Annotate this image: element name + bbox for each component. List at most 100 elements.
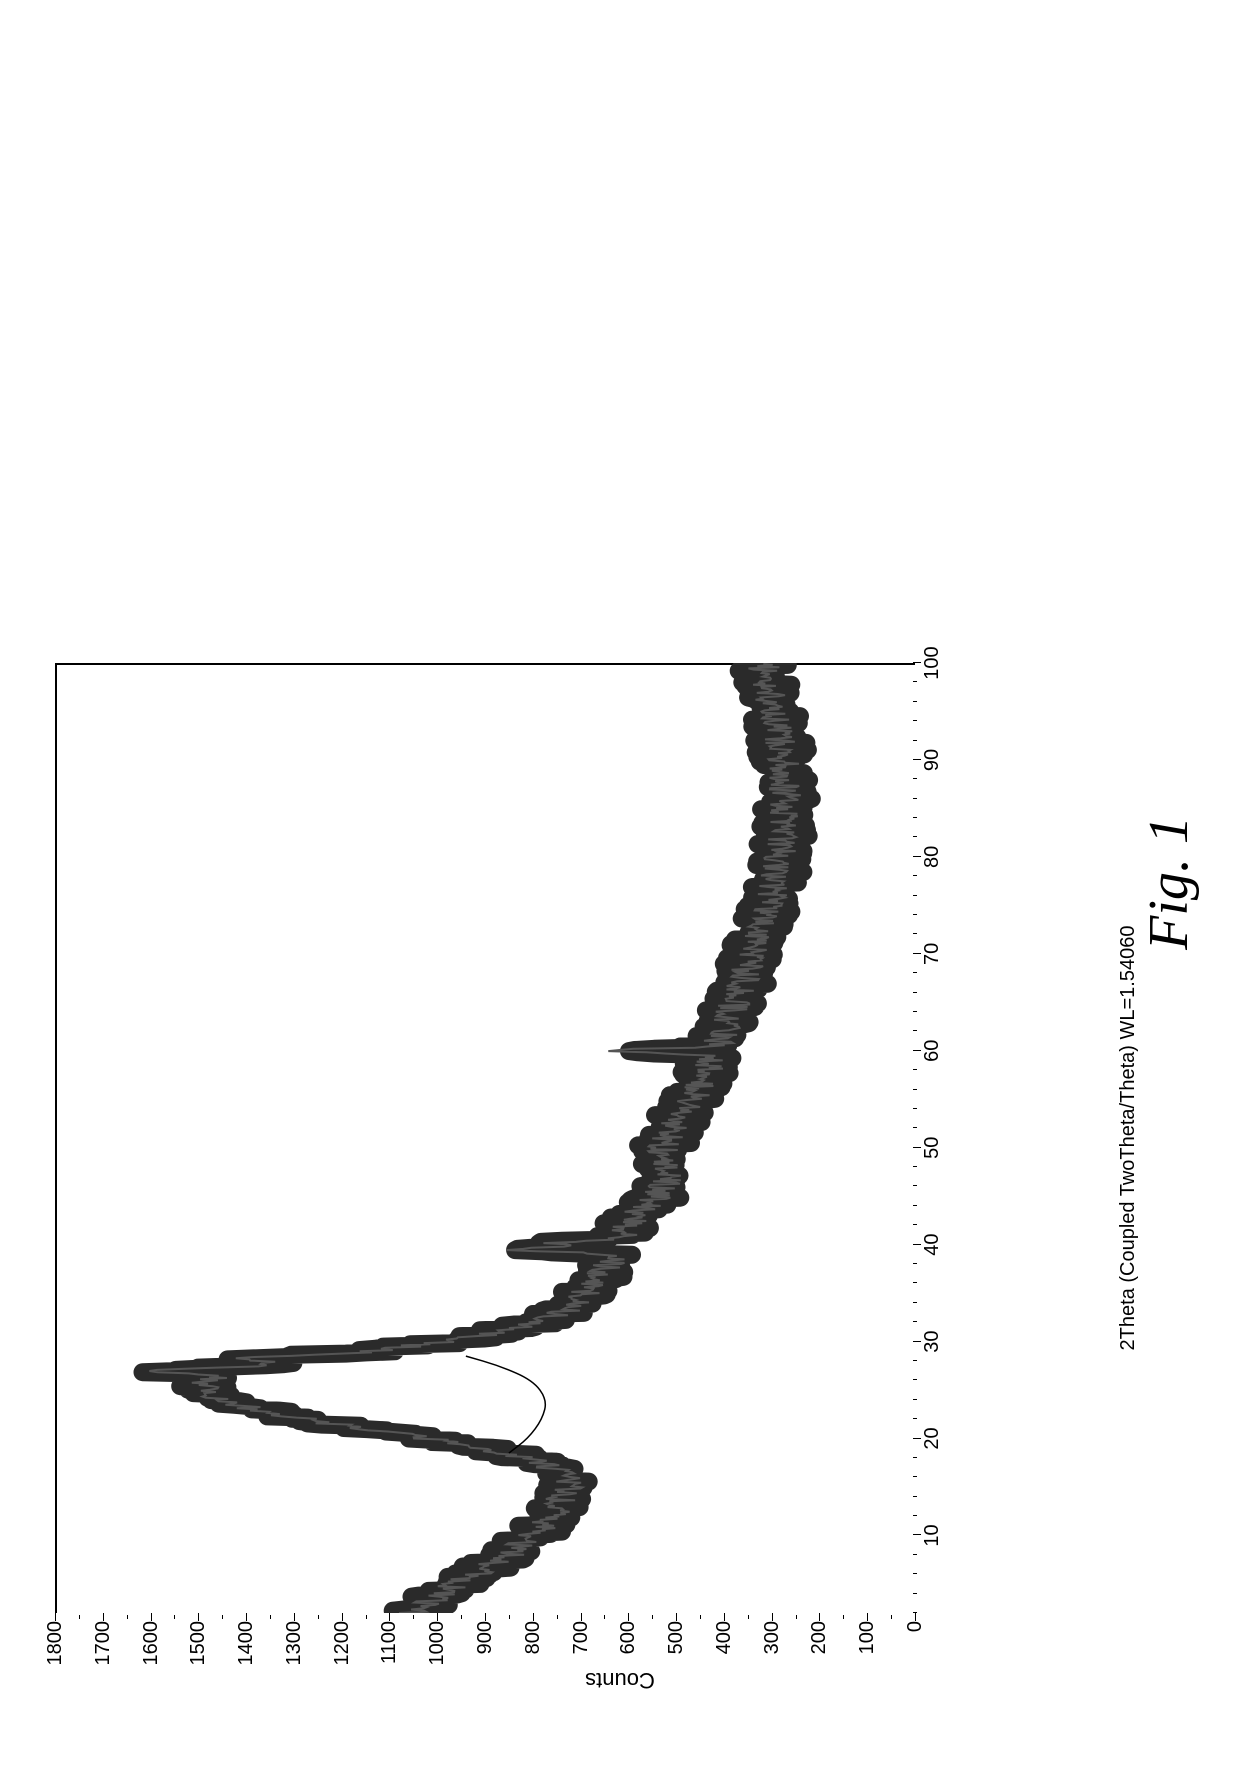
y-tick-mark (294, 1613, 295, 1621)
x-minor-mark (913, 1011, 917, 1012)
x-tick-label: 90 (921, 740, 944, 780)
y-tick-mark (581, 1613, 582, 1621)
y-tick-label: 1300 (283, 1621, 306, 1681)
y-minor-mark (270, 1615, 271, 1619)
y-minor-mark (79, 1615, 80, 1619)
x-tick-mark (913, 1341, 921, 1342)
x-minor-mark (913, 740, 917, 741)
y-tick-mark (819, 1613, 820, 1621)
x-minor-mark (913, 1496, 917, 1497)
y-tick-label: 800 (522, 1621, 545, 1681)
y-tick-label: 500 (665, 1621, 688, 1681)
x-minor-mark (913, 875, 917, 876)
x-minor-mark (913, 1069, 917, 1070)
x-minor-mark (913, 1573, 917, 1574)
x-tick-label: 40 (921, 1225, 944, 1265)
page: Counts 2Theta (Coupled TwoTheta/Theta) W… (0, 0, 1240, 1766)
x-minor-mark (913, 1282, 917, 1283)
x-minor-mark (913, 1030, 917, 1031)
xrd-trace (143, 664, 812, 1613)
y-tick-label: 1000 (426, 1621, 449, 1681)
x-minor-mark (913, 1418, 917, 1419)
y-tick-label: 0 (904, 1621, 927, 1681)
x-axis-label: 2Theta (Coupled TwoTheta/Theta) WL=1.540… (1117, 926, 1140, 1351)
x-minor-mark (913, 1476, 917, 1477)
y-tick-mark (676, 1613, 677, 1621)
x-minor-mark (913, 798, 917, 799)
y-tick-mark (915, 1613, 916, 1621)
y-minor-mark (413, 1615, 414, 1619)
y-minor-mark (604, 1615, 605, 1619)
y-tick-label: 200 (808, 1621, 831, 1681)
x-tick-mark (913, 1244, 921, 1245)
y-minor-mark (366, 1615, 367, 1619)
x-minor-mark (913, 1554, 917, 1555)
x-tick-label: 70 (921, 934, 944, 974)
x-tick-label: 100 (921, 643, 944, 683)
y-tick-label: 1800 (44, 1621, 67, 1681)
x-minor-mark (913, 1360, 917, 1361)
x-minor-mark (913, 933, 917, 934)
y-minor-mark (796, 1615, 797, 1619)
x-minor-mark (913, 1166, 917, 1167)
y-tick-label: 1400 (235, 1621, 258, 1681)
x-minor-mark (913, 1263, 917, 1264)
y-tick-mark (198, 1613, 199, 1621)
x-tick-label: 60 (921, 1031, 944, 1071)
x-minor-mark (913, 778, 917, 779)
y-minor-mark (557, 1615, 558, 1619)
y-tick-mark (485, 1613, 486, 1621)
y-tick-mark (103, 1613, 104, 1621)
y-tick-label: 400 (713, 1621, 736, 1681)
x-minor-mark (913, 817, 917, 818)
y-tick-mark (389, 1613, 390, 1621)
y-minor-mark (222, 1615, 223, 1619)
x-tick-mark (913, 1147, 921, 1148)
x-minor-mark (913, 1515, 917, 1516)
xrd-trace-overlay (149, 664, 800, 1613)
y-tick-label: 900 (474, 1621, 497, 1681)
x-tick-label: 20 (921, 1419, 944, 1459)
x-minor-mark (913, 1108, 917, 1109)
x-tick-mark (913, 856, 921, 857)
x-minor-mark (913, 1321, 917, 1322)
x-minor-mark (913, 1302, 917, 1303)
y-tick-mark (151, 1613, 152, 1621)
y-tick-label: 1100 (378, 1621, 401, 1681)
y-tick-mark (867, 1613, 868, 1621)
x-minor-mark (913, 1593, 917, 1594)
x-tick-label: 50 (921, 1128, 944, 1168)
x-minor-mark (913, 701, 917, 702)
x-tick-mark (913, 1438, 921, 1439)
y-tick-label: 100 (856, 1621, 879, 1681)
y-minor-mark (652, 1615, 653, 1619)
x-minor-mark (913, 837, 917, 838)
x-tick-mark (913, 1534, 921, 1535)
x-minor-mark (913, 992, 917, 993)
y-tick-mark (772, 1613, 773, 1621)
x-tick-mark (913, 1050, 921, 1051)
y-tick-label: 1600 (140, 1621, 163, 1681)
y-tick-label: 700 (570, 1621, 593, 1681)
y-minor-mark (174, 1615, 175, 1619)
x-minor-mark (913, 914, 917, 915)
y-minor-mark (891, 1615, 892, 1619)
x-minor-mark (913, 1379, 917, 1380)
y-tick-mark (437, 1613, 438, 1621)
x-tick-mark (913, 662, 921, 663)
x-minor-mark (913, 1127, 917, 1128)
y-tick-label: 600 (617, 1621, 640, 1681)
y-minor-mark (509, 1615, 510, 1619)
x-minor-mark (913, 1224, 917, 1225)
x-minor-mark (913, 1457, 917, 1458)
x-tick-label: 30 (921, 1322, 944, 1362)
chart-area: Counts 2Theta (Coupled TwoTheta/Theta) W… (45, 33, 1195, 1733)
y-tick-mark (628, 1613, 629, 1621)
x-tick-mark (913, 953, 921, 954)
x-tick-label: 80 (921, 837, 944, 877)
x-minor-mark (913, 1399, 917, 1400)
y-tick-mark (342, 1613, 343, 1621)
x-minor-mark (913, 895, 917, 896)
x-tick-label: 10 (921, 1515, 944, 1555)
y-tick-mark (533, 1613, 534, 1621)
